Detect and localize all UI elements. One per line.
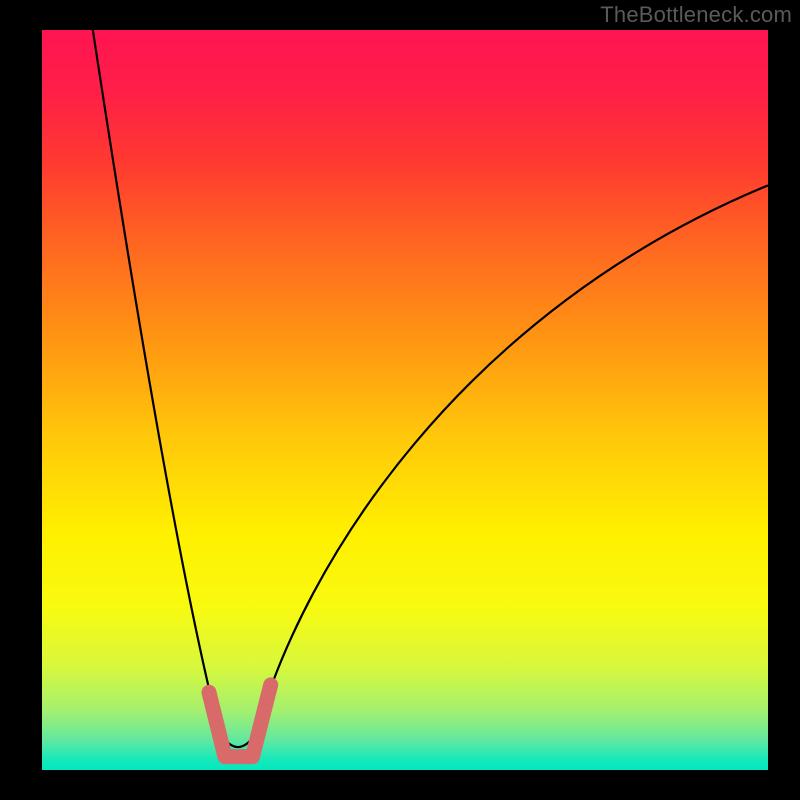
chart-svg [42,30,768,770]
watermark-text: TheBottleneck.com [600,2,792,28]
gradient-background [42,30,768,770]
chart-root: TheBottleneck.com [0,0,800,800]
plot-area [42,30,768,770]
